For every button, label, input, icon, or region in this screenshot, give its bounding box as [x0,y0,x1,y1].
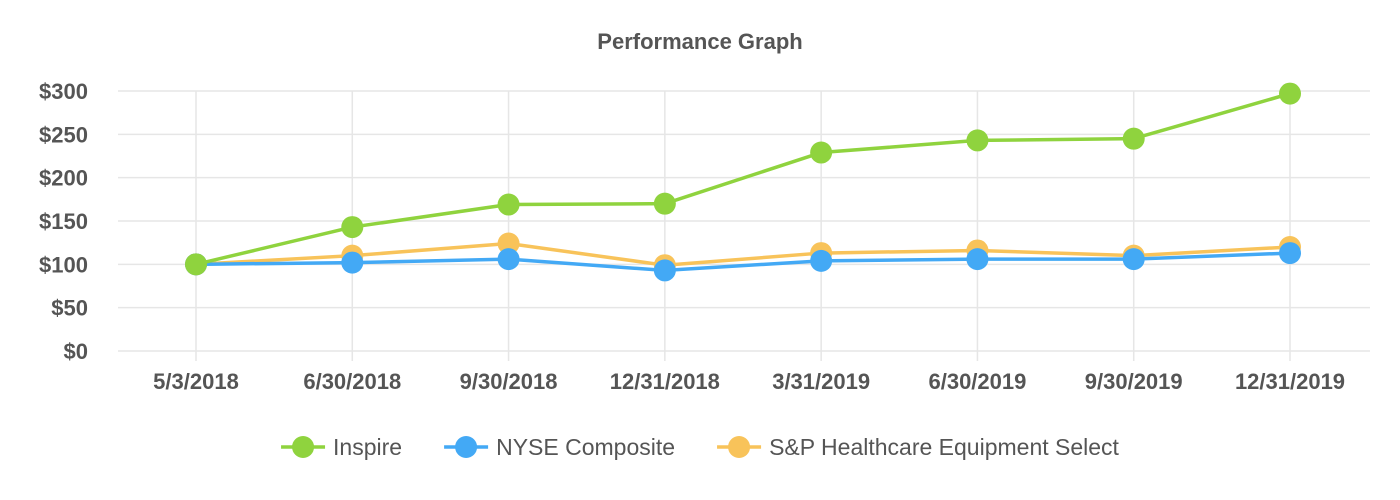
data-point[interactable] [966,129,989,152]
legend: Inspire NYSE Composite S&P Healthcare Equi… [281,434,1120,460]
series-inspire [185,82,1301,276]
y-tick-label: $300 [39,79,88,104]
x-tick-label: 5/3/2018 [153,369,239,394]
data-point[interactable] [653,192,676,215]
legend-item[interactable]: S&P Healthcare Equipment Select [717,434,1120,460]
y-tick-label: $200 [39,166,88,191]
data-point[interactable] [1122,127,1145,150]
legend-marker [455,436,478,458]
y-tick-label: $0 [64,339,88,364]
series-line [195,251,1291,273]
y-axis-ticks: $0 $50 $100 $150 $200 $250 $300 [39,79,88,364]
data-point[interactable] [341,251,364,274]
series-line [195,241,1291,267]
legend-item[interactable]: Inspire [281,434,402,460]
chart-title: Performance Graph [597,29,802,54]
legend-label: S&P Healthcare Equipment Select [769,434,1119,460]
data-point[interactable] [497,193,520,216]
data-point[interactable] [497,248,520,271]
legend-marker [728,436,751,458]
x-tick-label: 6/30/2019 [928,369,1026,394]
legend-label: Inspire [333,434,402,460]
y-tick-label: $100 [39,252,88,277]
legend-marker [292,436,315,458]
legend-item[interactable]: NYSE Composite [444,434,675,460]
data-point[interactable] [1279,242,1301,265]
y-tick-label: $150 [39,209,88,234]
x-tick-label: 12/31/2018 [610,369,720,394]
data-point[interactable] [1122,248,1145,271]
data-point[interactable] [810,249,833,272]
x-tick-label: 6/30/2018 [303,369,401,394]
series-line [195,91,1291,267]
y-tick-label: $50 [51,296,88,321]
x-axis-ticks: 5/3/2018 6/30/2018 9/30/2018 12/31/2018 3/31… [153,369,1345,394]
data-point[interactable] [810,141,833,164]
data-point[interactable] [185,253,207,276]
x-tick-label: 12/31/2019 [1235,369,1345,394]
grid [118,90,1370,361]
x-tick-label: 9/30/2019 [1085,369,1183,394]
y-tick-label: $250 [39,122,88,147]
x-tick-label: 9/30/2018 [460,369,558,394]
data-point[interactable] [1279,82,1301,105]
legend-label: NYSE Composite [496,434,675,460]
data-point[interactable] [653,259,676,282]
series [185,82,1301,282]
data-point[interactable] [966,248,989,271]
data-point[interactable] [497,232,520,255]
data-point[interactable] [341,216,364,239]
x-tick-label: 3/31/2019 [772,369,870,394]
